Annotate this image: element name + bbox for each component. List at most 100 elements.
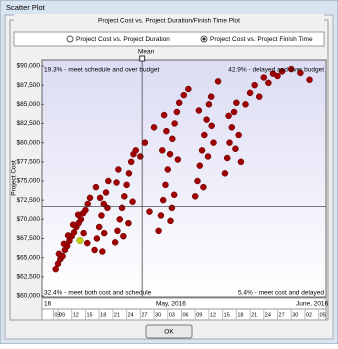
scatter-point [159,147,166,154]
x-tick-label: 30 [292,312,298,318]
group-title: Project Cost vs. Project Duration/Finish… [98,18,240,25]
scatter-point [232,145,239,153]
y-axis-label: Project Cost [11,160,18,196]
scatter-point [171,120,178,127]
scatter-point [111,239,119,246]
scatter-point [120,232,127,240]
scatter-point [223,154,231,162]
month-label: May, 2016 [156,301,186,308]
scatter-point [246,89,254,97]
mean-label: Mean [138,49,155,56]
scatter-point [123,181,130,189]
scatter-point [150,124,158,131]
x-tick-label: 05 [320,312,326,318]
scatter-point [84,239,91,247]
scatter-point [98,212,105,219]
ok-label: OK [164,329,174,336]
y-tick-label: $72,500 [17,197,41,204]
scatter-point [52,265,59,273]
scatter-point [225,112,232,120]
scatter-point [162,181,169,189]
scatter-point [86,194,94,202]
x-tick-label: 18 [100,312,106,318]
scatter-point [185,85,192,93]
scatter-point [278,68,286,75]
scatter-point [205,101,213,108]
scatter-point [287,65,295,73]
scatter-point [82,206,89,214]
scatter-point [226,139,233,146]
option-bar [13,31,325,47]
scatter-point [129,198,136,205]
month-label: 16 [44,301,52,308]
scatter-point [115,166,122,173]
scatter-point [102,189,110,196]
x-tick-label: 27 [141,312,147,318]
scatter-point [84,200,91,208]
y-tick-label: $60,000 [17,293,41,300]
y-tick-label: $65,000 [17,254,41,261]
scatter-point [191,193,199,200]
scatter-point [55,250,63,258]
y-tick-label: $90,000 [17,63,41,70]
scatter-point [265,79,272,87]
scatter-point [141,139,149,146]
scatter-point [127,158,135,166]
scatter-point [92,183,100,191]
scatter-point [163,127,170,135]
x-tick-label: 12 [210,312,216,318]
scatter-point [208,122,215,130]
x-tick-label: 21 [114,312,120,318]
radio-dot [202,37,206,41]
scatter-point [207,93,215,100]
scatter-point [167,217,174,225]
y-tick-label: $75,000 [17,178,41,185]
radio-button[interactable] [66,35,74,43]
scatter-point [146,208,153,215]
y-tick-label: $70,000 [17,216,41,223]
radio-label: Project Cost vs. Project Duration [76,36,170,43]
scatter-point [95,223,103,231]
x-tick-label: 18 [237,312,243,318]
x-tick-label: 09 [59,312,65,318]
scatter-point [175,99,183,107]
month-label: June, 2016 [296,301,329,308]
scatter-point [74,211,82,218]
scatter-point [132,147,140,154]
x-tick-label: 09 [196,312,202,318]
x-tick-label: 15 [224,312,230,318]
x-tick-label: 03 [169,312,175,318]
scatter-point [125,170,133,177]
group-title-bg [14,14,324,28]
scatter-point [159,196,167,204]
quadrant-annotation: 32.4% - meet both cost and schedule [44,290,152,297]
scatter-point [170,191,178,199]
scatter-point [76,237,84,244]
scatter-point [155,227,162,235]
scatter-point [306,76,313,84]
mean-handle[interactable] [139,55,146,62]
scatter-point [114,227,121,235]
x-tick-label: 02 [306,312,312,318]
x-tick-label: 15 [86,312,92,318]
scatter-point [214,78,222,85]
scatter-point [96,194,104,202]
y-tick-label: $87,500 [17,82,41,89]
scatter-point [230,108,238,116]
x-tick-label: 30 [155,312,161,318]
x-tick-label: 21 [251,312,257,318]
scatter-point [93,235,101,242]
scatter-point [64,232,72,239]
ok-button[interactable] [145,324,193,339]
scatter-point [274,72,281,80]
scatter-point [164,166,172,173]
scatter-point [204,153,212,160]
x-tick-label: 27 [279,312,285,318]
scatter-point [169,135,176,143]
y-tick-label: $80,000 [17,139,41,146]
scatter-point [255,93,263,100]
scatter-point [173,108,181,116]
x-tick-label: 06 [182,312,188,318]
scatter-point [203,116,210,123]
